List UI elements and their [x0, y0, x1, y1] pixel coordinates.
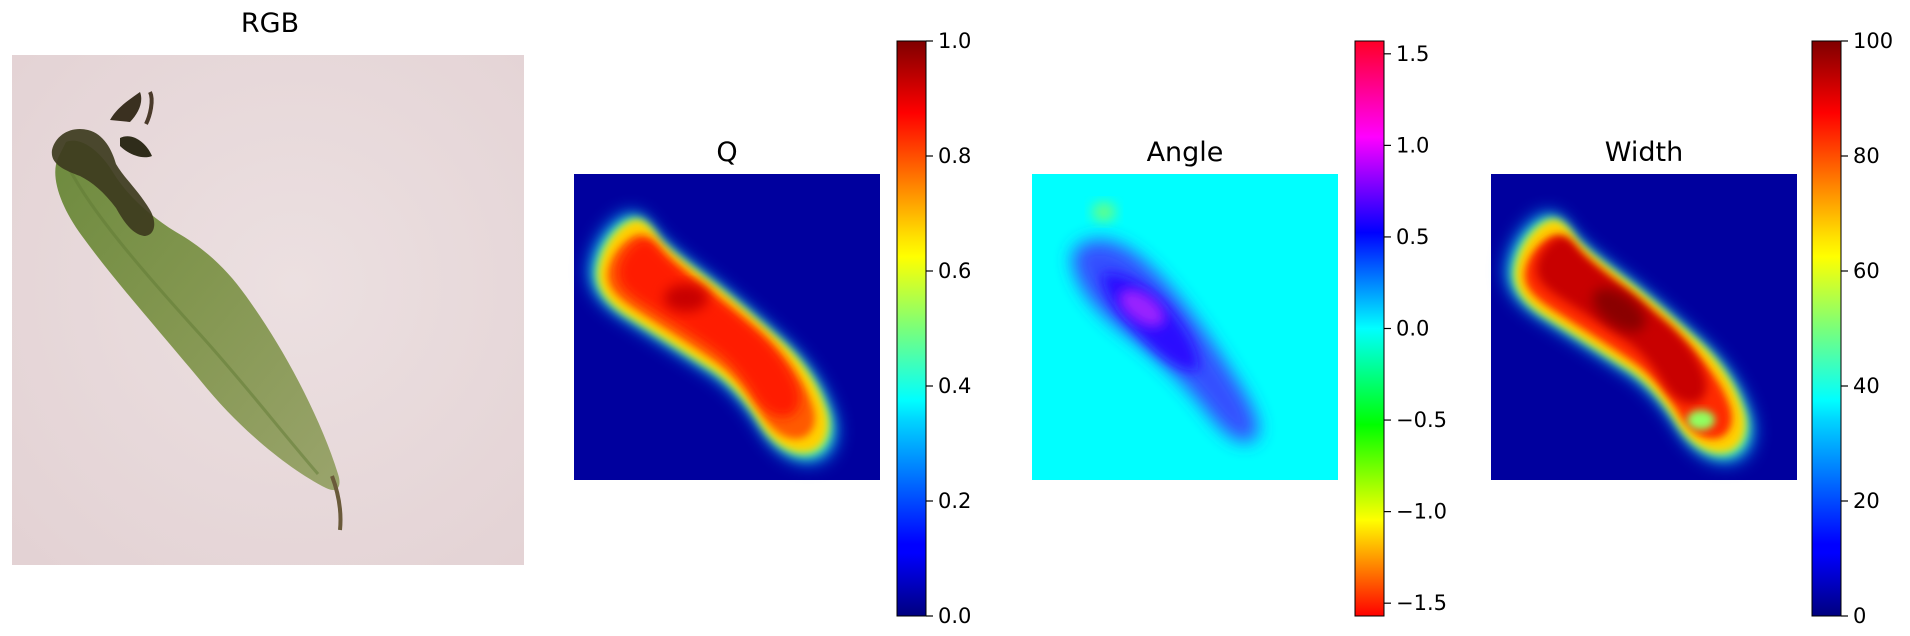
- angle-tick-label: 1.5: [1396, 42, 1429, 66]
- angle-tick-label: 0.0: [1396, 317, 1429, 341]
- angle-tick-label: 0.5: [1396, 225, 1429, 249]
- width-colorbar: 0 20 40 60 80 100: [1811, 29, 1893, 628]
- width-tick-label: 60: [1853, 259, 1880, 283]
- q-heatmap: [574, 174, 880, 480]
- rgb-image: [12, 55, 524, 565]
- width-colorbar-ticks: 0 20 40 60 80 100: [1841, 29, 1893, 628]
- angle-tick-label: −1.5: [1396, 591, 1447, 615]
- q-tick-label: 0.2: [938, 489, 971, 513]
- q-colorbar: 0.0 0.2 0.4 0.6 0.8 1.0: [896, 29, 971, 628]
- pea-stem: [51, 128, 155, 236]
- q-colorbar-ticks: 0.0 0.2 0.4 0.6 0.8 1.0: [926, 29, 971, 628]
- q-tick-label: 0.0: [938, 604, 971, 628]
- panel-rgb: RGB: [12, 8, 524, 565]
- angle-colorbar: −1.5 −1.0 −0.5 0.0 0.5 1.0 1.5: [1354, 40, 1447, 617]
- q-title: Q: [716, 137, 737, 168]
- panel-q: Q: [574, 137, 880, 480]
- angle-tick-label: −1.0: [1396, 500, 1447, 524]
- width-title: Width: [1605, 137, 1683, 168]
- width-tick-label: 20: [1853, 489, 1880, 513]
- pea-pod: [55, 140, 340, 491]
- panel-width: Width: [1491, 137, 1797, 480]
- q-tick-label: 0.6: [938, 259, 971, 283]
- width-tick-label: 100: [1853, 29, 1893, 53]
- rgb-title: RGB: [241, 8, 299, 39]
- width-tick-label: 0: [1853, 604, 1866, 628]
- q-tick-label: 0.4: [938, 374, 971, 398]
- angle-colorbar-ticks: −1.5 −1.0 −0.5 0.0 0.5 1.0 1.5: [1384, 42, 1447, 615]
- width-colorbar-gradient: [1811, 40, 1842, 617]
- angle-tick-label: 1.0: [1396, 133, 1429, 157]
- q-tick-label: 1.0: [938, 29, 971, 53]
- width-tick-label: 80: [1853, 144, 1880, 168]
- width-tick-label: 40: [1853, 374, 1880, 398]
- width-heatmap: [1491, 174, 1797, 480]
- panel-angle: Angle: [1032, 137, 1338, 480]
- angle-tick-label: −0.5: [1396, 408, 1447, 432]
- angle-title: Angle: [1147, 137, 1224, 168]
- angle-heatmap: [1032, 174, 1338, 480]
- q-tick-label: 0.8: [938, 144, 971, 168]
- angle-colorbar-gradient: [1354, 40, 1385, 617]
- q-colorbar-gradient: [896, 40, 927, 617]
